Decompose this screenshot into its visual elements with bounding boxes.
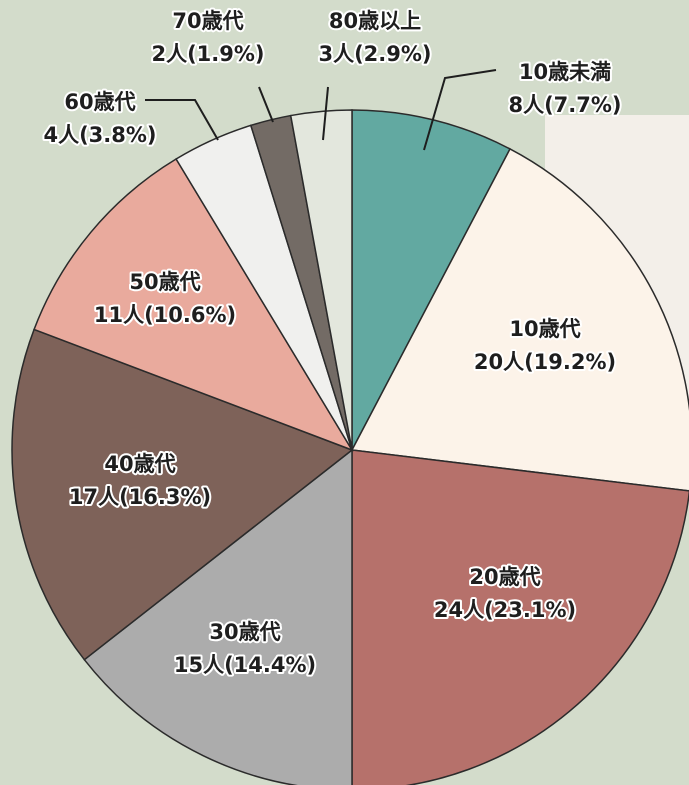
slice-label: 70歳代 <box>172 9 243 33</box>
slice-value-label: 24人(23.1%) <box>434 598 576 622</box>
slice-label: 10歳未満 <box>519 60 611 84</box>
slice-label: 50歳代 <box>129 270 200 294</box>
slice-label: 60歳代 <box>64 90 135 114</box>
leader-line <box>259 87 273 122</box>
slice-label: 80歳以上 <box>329 9 421 33</box>
slice-label: 10歳代 <box>509 317 580 341</box>
slice-label: 40歳代 <box>104 452 175 476</box>
chart: 10歳未満 8人(7.7%) 10歳代 20人(19.2%) 20歳代 24人(23.1%… <box>0 0 689 785</box>
slice-value-label: 17人(16.3%) <box>69 485 211 509</box>
slice-value-label: 8人(7.7%) <box>508 93 621 117</box>
slice-value-label: 11人(10.6%) <box>94 303 236 327</box>
slice-value-label: 2人(1.9%) <box>151 42 264 66</box>
slice-label: 30歳代 <box>209 620 280 644</box>
slice-label: 20歳代 <box>469 565 540 589</box>
slice-value-label: 15人(14.4%) <box>174 653 316 677</box>
slice-value-label: 4人(3.8%) <box>43 123 156 147</box>
slice-value-label: 20人(19.2%) <box>474 350 616 374</box>
slice-value-label: 3人(2.9%) <box>318 42 431 66</box>
